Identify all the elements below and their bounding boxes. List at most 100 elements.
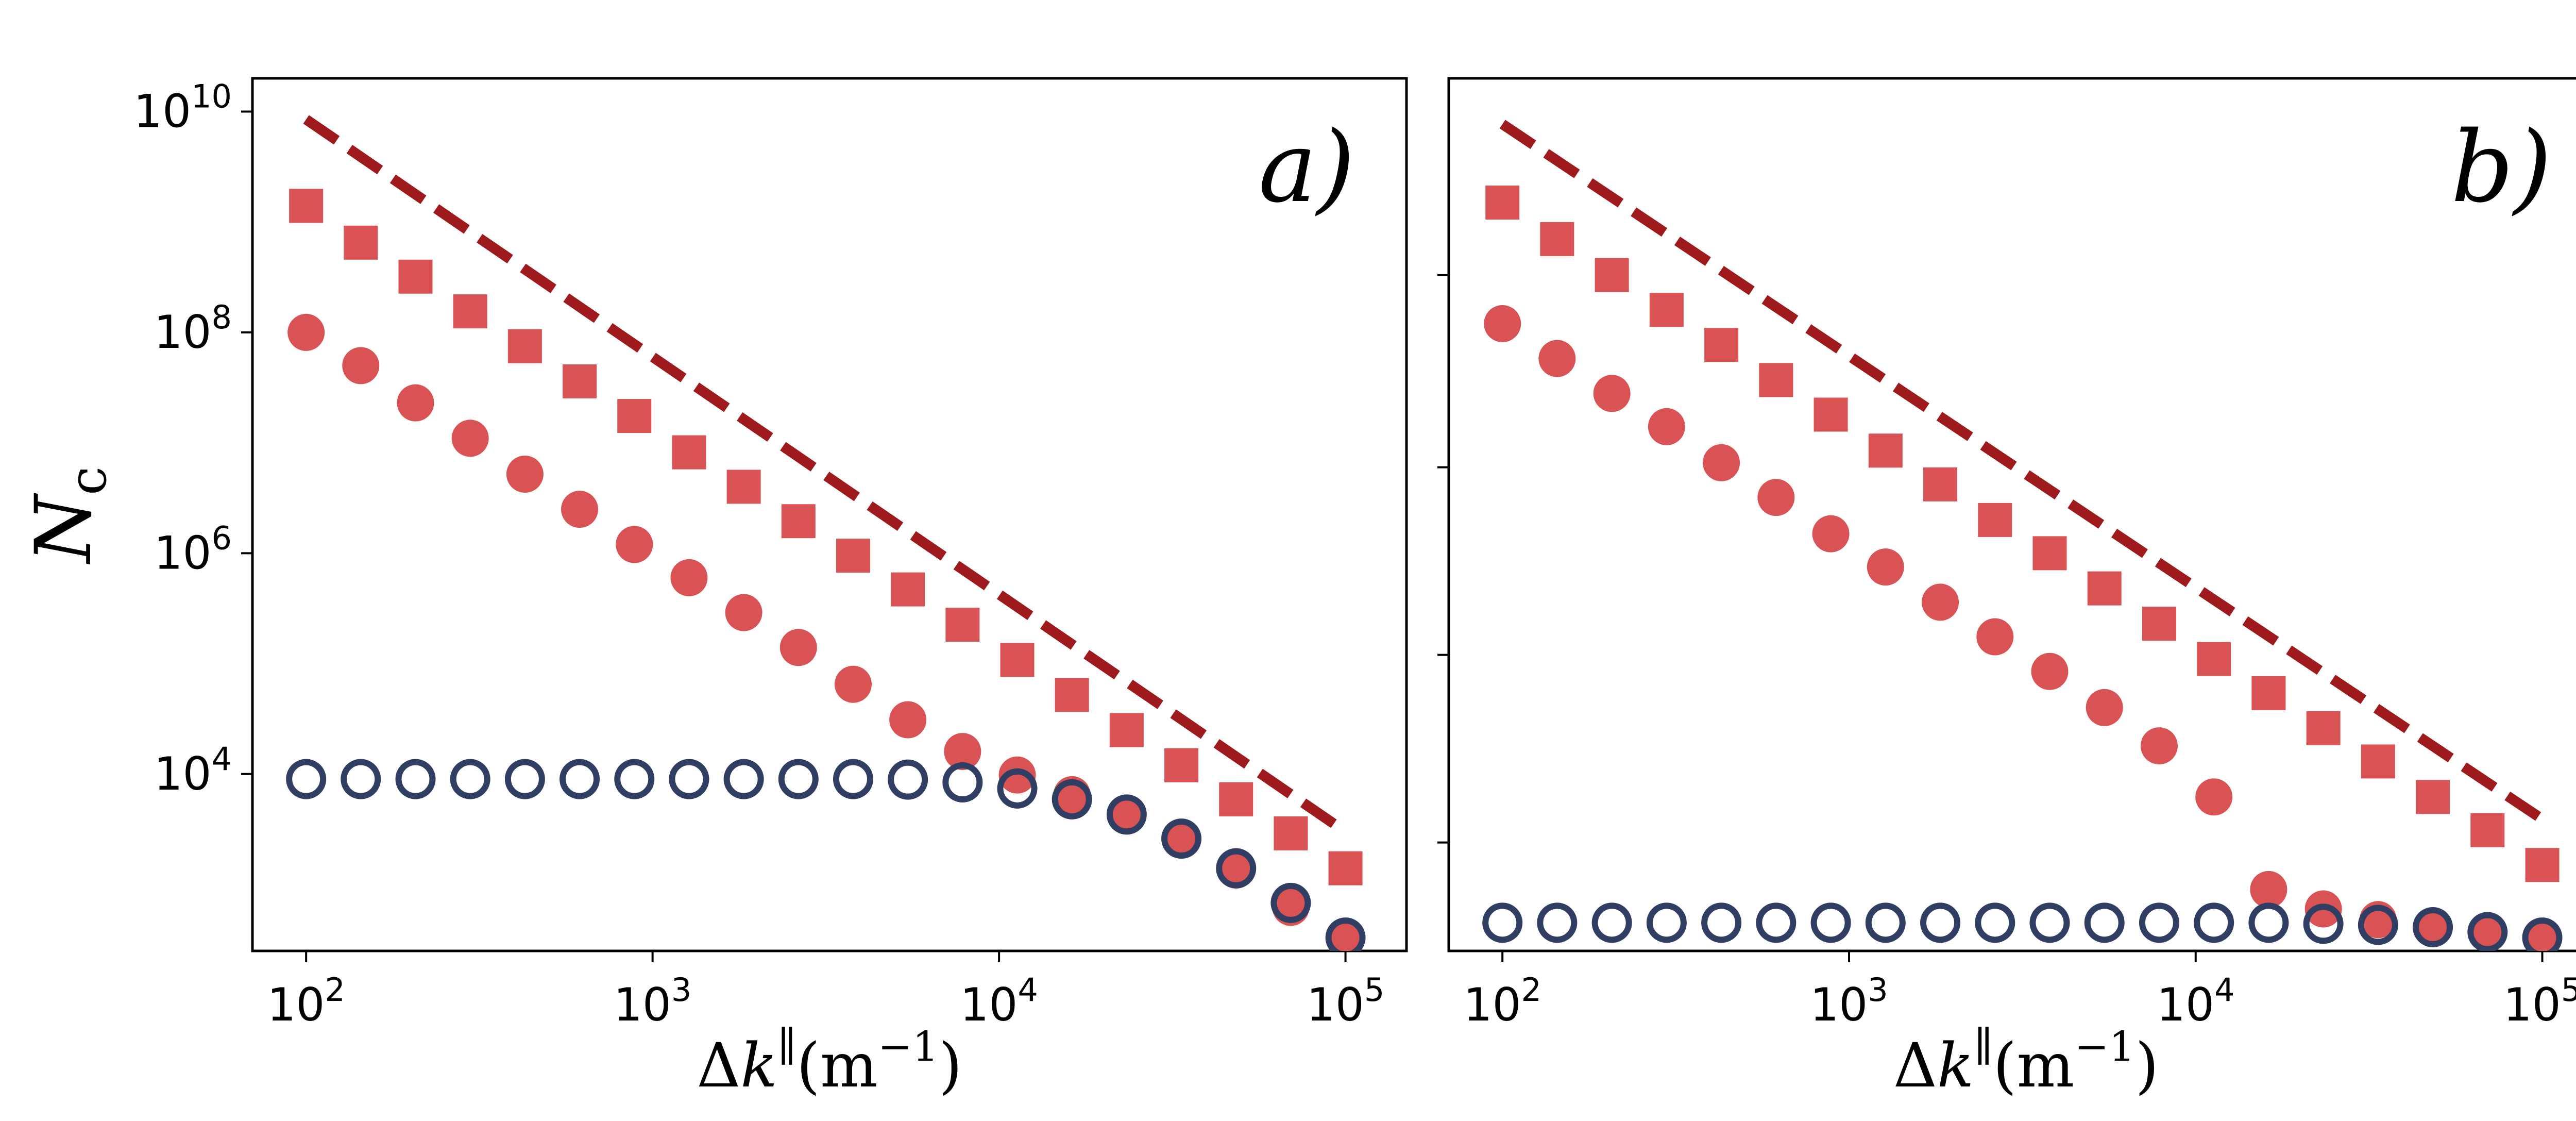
open-circle-point bbox=[614, 759, 655, 799]
square-point bbox=[453, 294, 487, 329]
circle-point bbox=[1163, 820, 1200, 858]
xlabel-superscript: ∥ bbox=[777, 1023, 796, 1070]
ylabel-main: N bbox=[19, 493, 109, 564]
axes-frame bbox=[251, 77, 1408, 952]
y-tick-label: 106 bbox=[154, 519, 232, 579]
series-reference-line bbox=[303, 115, 1349, 836]
square-point bbox=[1868, 433, 1903, 468]
circle-point bbox=[1976, 618, 2014, 656]
open-circle-point bbox=[778, 759, 819, 799]
xlabel-delta: Δ bbox=[697, 1030, 740, 1101]
circle-point bbox=[1538, 340, 1576, 377]
square-point bbox=[2032, 536, 2067, 571]
open-circle-point bbox=[669, 759, 709, 799]
y-tick-label-base: 10 bbox=[154, 747, 212, 800]
x-tick-label: 105 bbox=[1307, 971, 1384, 1031]
xlabel-close: ) bbox=[939, 1030, 962, 1101]
open-circle-point bbox=[1052, 779, 1092, 819]
y-tick-label-exponent: 8 bbox=[212, 298, 232, 336]
square-point bbox=[507, 329, 542, 363]
open-circle-point bbox=[560, 759, 600, 799]
square-point bbox=[891, 572, 925, 607]
circle-point bbox=[1812, 515, 1850, 553]
open-circle-point bbox=[1216, 848, 1257, 889]
open-circle-point bbox=[1865, 902, 1906, 943]
circle-point bbox=[2031, 652, 2069, 690]
x-tick-label-exponent: 5 bbox=[1364, 971, 1384, 1009]
panel-label: b) bbox=[2451, 110, 2552, 224]
square-point bbox=[1274, 816, 1308, 850]
y-tick-label-base: 10 bbox=[133, 85, 191, 138]
square-point bbox=[344, 225, 378, 260]
x-tick-label: 102 bbox=[1463, 971, 1541, 1031]
square-point bbox=[2142, 607, 2176, 641]
circle-point bbox=[2469, 913, 2506, 951]
x-tick-label-exponent: 2 bbox=[1521, 971, 1541, 1009]
square-point bbox=[2470, 813, 2505, 847]
x-tick-label-exponent: 5 bbox=[2561, 971, 2576, 1009]
dashed-reference-line bbox=[303, 115, 1349, 836]
circle-point bbox=[1757, 479, 1795, 516]
series-circles bbox=[287, 313, 1364, 951]
square-point bbox=[2361, 744, 2395, 779]
open-circle-point bbox=[1161, 818, 1202, 859]
open-circle-point bbox=[341, 759, 381, 799]
open-circle-point bbox=[1810, 902, 1851, 943]
circle-point bbox=[2086, 689, 2123, 726]
square-point bbox=[1595, 258, 1629, 292]
square-point bbox=[1328, 851, 1363, 885]
square-point bbox=[836, 539, 870, 573]
square-point bbox=[563, 364, 597, 398]
circle-point bbox=[1867, 548, 1904, 586]
circle-point bbox=[2250, 871, 2287, 908]
x-tick-label-exponent: 3 bbox=[671, 971, 691, 1009]
y-axis-label: Nc bbox=[19, 466, 118, 564]
xlabel-k: k bbox=[740, 1030, 777, 1101]
square-point bbox=[2306, 711, 2341, 745]
open-circle-point bbox=[1591, 902, 1632, 943]
y-tick-label: 104 bbox=[154, 740, 232, 800]
circle-point bbox=[616, 526, 653, 563]
y-tick-label-exponent: 4 bbox=[212, 740, 232, 778]
square-point bbox=[1814, 397, 1848, 432]
xlabel-superscript: ∥ bbox=[1974, 1023, 1993, 1070]
square-point bbox=[2087, 571, 2122, 606]
y-tick-label-base: 10 bbox=[154, 306, 212, 359]
open-circle-point bbox=[2139, 902, 2179, 943]
circle-point bbox=[451, 420, 489, 457]
x-tick-label-base: 10 bbox=[614, 978, 671, 1031]
square-point bbox=[781, 504, 816, 539]
open-circle-point bbox=[2413, 907, 2453, 947]
series-reference-line bbox=[1499, 120, 2546, 824]
open-circle-point bbox=[2467, 912, 2508, 951]
plot-area bbox=[1482, 120, 2563, 951]
circle-point bbox=[1703, 444, 1740, 481]
panel-label: a) bbox=[1259, 110, 1355, 224]
square-point bbox=[2197, 642, 2231, 676]
circle-point bbox=[287, 313, 325, 351]
ylabel-text: Nc bbox=[19, 466, 118, 564]
circle-point bbox=[998, 756, 1036, 794]
open-circle-point bbox=[1106, 794, 1147, 835]
open-circle-point bbox=[1537, 902, 1578, 943]
open-circle-point bbox=[1920, 902, 1961, 943]
open-circle-point bbox=[833, 759, 873, 799]
circle-point bbox=[834, 665, 872, 703]
circle-point bbox=[889, 701, 927, 739]
axes-frame bbox=[1447, 77, 2576, 952]
x-tick-label-exponent: 4 bbox=[1018, 971, 1038, 1009]
circle-point bbox=[1593, 375, 1631, 412]
square-point bbox=[726, 470, 761, 504]
ylabel-subscript: c bbox=[58, 466, 118, 495]
x-axis-label: Δk∥(m−1) bbox=[1893, 1023, 2159, 1101]
square-point bbox=[672, 435, 706, 470]
xlabel-delta: Δ bbox=[1893, 1030, 1937, 1101]
circle-point bbox=[1327, 922, 1364, 951]
open-circle-point bbox=[997, 768, 1038, 809]
open-circle-point bbox=[1646, 902, 1687, 943]
square-point bbox=[2416, 780, 2450, 814]
series-open-circles bbox=[1482, 902, 2563, 951]
square-point bbox=[1109, 713, 1144, 747]
square-point bbox=[289, 189, 324, 223]
